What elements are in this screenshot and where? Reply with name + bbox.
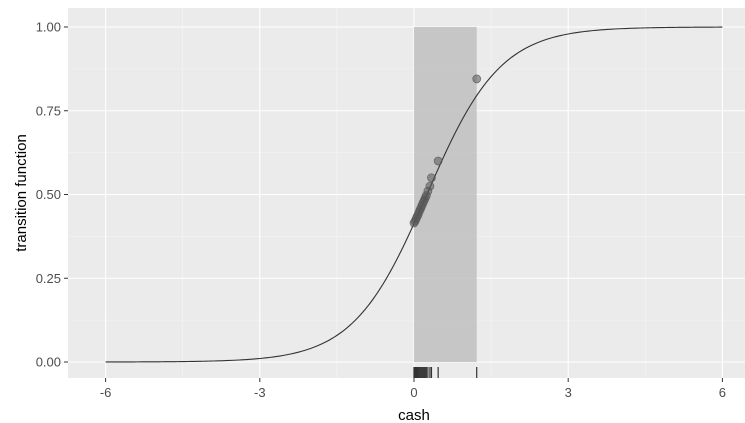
data-point <box>433 156 443 166</box>
data-point <box>427 173 436 183</box>
x-tick-label: 3 <box>565 385 572 400</box>
grid-minor <box>68 8 745 378</box>
x-tick-label: 0 <box>410 385 417 400</box>
x-axis-title: cash <box>398 407 430 423</box>
y-tick-label: 1.00 <box>36 20 61 35</box>
x-axis: -6 -3 0 3 6 <box>100 378 726 400</box>
y-axis-title: transition function <box>13 134 30 252</box>
x-tick-label: -6 <box>100 385 112 400</box>
y-tick-label: 0.00 <box>36 355 61 370</box>
points-layer <box>409 74 482 228</box>
rug-layer <box>413 367 478 378</box>
y-tick-label: 0.75 <box>36 103 61 118</box>
y-axis: 0.00 0.25 0.50 0.75 1.00 <box>36 20 68 370</box>
data-point <box>472 74 482 84</box>
x-tick-label: 6 <box>719 385 726 400</box>
y-tick-label: 0.25 <box>36 271 61 286</box>
data-point <box>425 181 435 191</box>
panel-background <box>68 8 745 378</box>
y-tick-label: 0.50 <box>36 187 61 202</box>
x-tick-label: -3 <box>254 385 266 400</box>
